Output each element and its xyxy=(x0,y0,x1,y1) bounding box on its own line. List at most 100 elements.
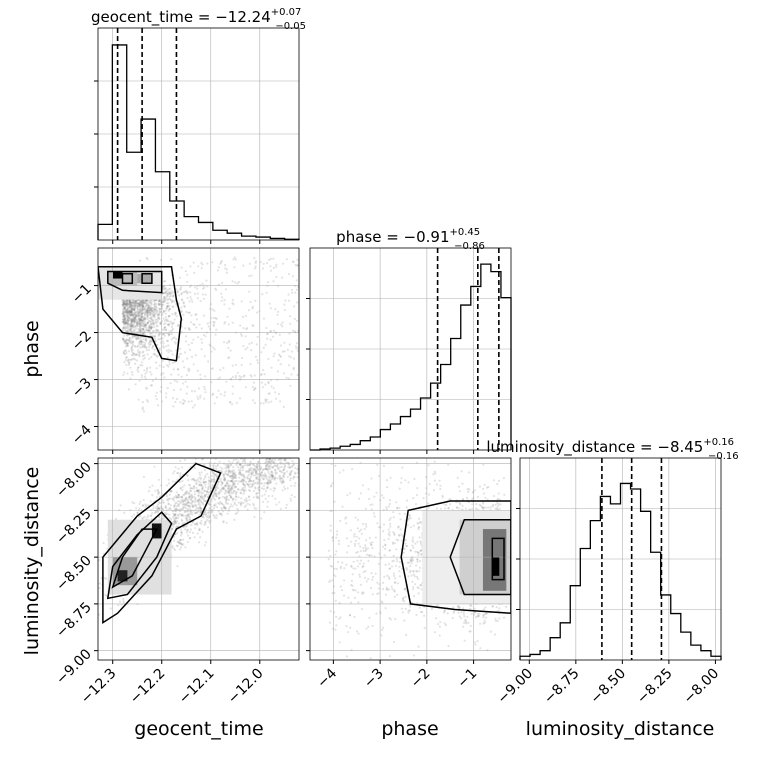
sample-point xyxy=(293,317,296,320)
sample-point xyxy=(171,544,174,548)
sample-point xyxy=(193,479,196,482)
sample-point xyxy=(256,468,259,471)
sample-point xyxy=(171,291,174,294)
sample-point xyxy=(203,495,206,498)
sample-point xyxy=(274,447,276,449)
sample-point xyxy=(223,477,227,480)
sample-point xyxy=(178,542,181,545)
sample-point xyxy=(388,518,391,522)
sample-point xyxy=(190,497,193,500)
sample-point xyxy=(141,305,144,308)
sample-point xyxy=(405,634,408,637)
sample-point xyxy=(281,429,283,431)
sample-point xyxy=(481,506,484,509)
sample-point xyxy=(137,341,141,344)
sample-point xyxy=(276,313,279,316)
sample-point xyxy=(133,313,136,316)
sample-point xyxy=(301,451,303,453)
sample-point xyxy=(184,504,187,507)
sample-point xyxy=(163,295,166,299)
sample-point xyxy=(214,498,217,501)
sample-point xyxy=(235,495,238,498)
sample-point xyxy=(210,497,213,500)
sample-point xyxy=(148,309,151,312)
sample-point xyxy=(469,630,472,633)
sample-point xyxy=(132,318,135,321)
sample-point xyxy=(266,337,269,340)
sample-point xyxy=(173,539,176,543)
sample-point xyxy=(128,328,131,331)
sample-point xyxy=(232,469,235,472)
sample-point xyxy=(146,309,149,312)
sample-point xyxy=(129,366,132,369)
sample-point xyxy=(232,472,235,475)
sample-point xyxy=(252,502,255,506)
sample-point xyxy=(134,329,137,332)
sample-point xyxy=(204,474,207,477)
sample-point xyxy=(161,307,164,310)
sample-point xyxy=(127,299,130,302)
sample-point xyxy=(130,324,133,327)
sample-point xyxy=(236,511,239,514)
sample-point xyxy=(254,299,257,302)
sample-point xyxy=(397,539,400,542)
sample-point xyxy=(133,315,136,318)
sample-point xyxy=(371,593,374,596)
sample-point xyxy=(267,435,269,437)
sample-point xyxy=(154,511,157,514)
sample-point xyxy=(164,505,167,508)
sample-point xyxy=(171,328,175,331)
sample-point xyxy=(281,321,284,324)
sample-point xyxy=(274,473,277,476)
sample-point xyxy=(126,311,129,314)
sample-point xyxy=(443,503,446,506)
sample-point xyxy=(130,303,133,306)
sample-point xyxy=(189,502,192,505)
sample-point xyxy=(141,408,144,411)
sample-point xyxy=(271,475,274,478)
sample-point xyxy=(253,515,256,519)
sample-point xyxy=(288,343,291,346)
sample-point xyxy=(184,507,187,510)
sample-point xyxy=(149,327,152,330)
sample-point xyxy=(238,455,240,457)
sample-point xyxy=(255,477,258,481)
sample-point xyxy=(186,292,189,295)
sample-point xyxy=(284,451,286,453)
sample-point xyxy=(267,466,270,469)
sample-point xyxy=(240,363,243,367)
sample-point xyxy=(234,491,237,494)
sample-point xyxy=(129,305,132,309)
sample-point xyxy=(396,506,399,509)
sample-point xyxy=(134,337,137,340)
sample-point xyxy=(147,490,150,493)
sample-point xyxy=(201,486,204,489)
sample-point xyxy=(236,371,239,374)
sample-point xyxy=(251,305,254,308)
sample-point xyxy=(204,495,207,498)
sample-point xyxy=(238,374,241,378)
sample-point xyxy=(199,483,202,487)
sample-point xyxy=(131,351,134,354)
sample-point xyxy=(129,311,132,314)
sample-point xyxy=(250,375,253,378)
sample-point xyxy=(234,376,237,379)
sample-point xyxy=(256,482,259,486)
sample-point xyxy=(153,303,156,306)
sample-point xyxy=(154,506,157,509)
sample-point xyxy=(239,502,242,505)
sample-point xyxy=(264,490,268,493)
sample-point xyxy=(180,496,183,499)
sample-point xyxy=(141,327,144,331)
sample-point xyxy=(144,341,147,344)
sample-point xyxy=(289,473,292,476)
sample-point xyxy=(412,524,415,527)
sample-point xyxy=(220,469,223,472)
sample-point xyxy=(147,306,150,309)
sample-point xyxy=(233,501,236,504)
sample-point xyxy=(130,317,133,320)
sample-point xyxy=(242,375,245,378)
sample-point xyxy=(244,480,248,483)
sample-point xyxy=(157,299,160,302)
sample-point xyxy=(196,284,199,288)
